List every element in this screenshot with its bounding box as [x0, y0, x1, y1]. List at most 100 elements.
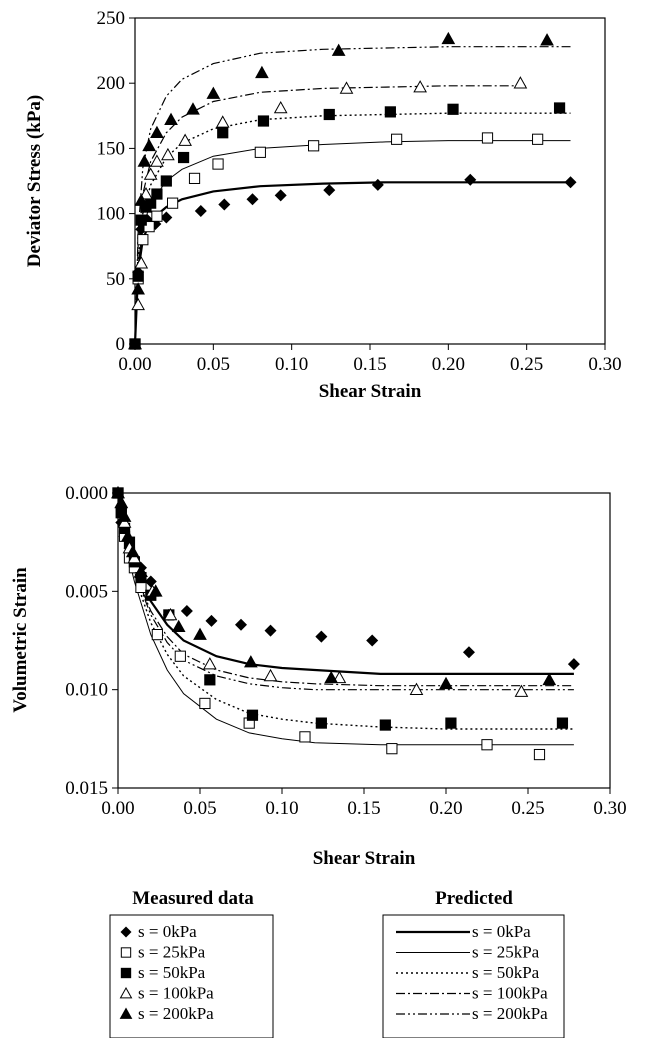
x-tick-label: 0.10 — [265, 798, 298, 819]
legend-predicted-label: s = 25kPa — [472, 943, 540, 962]
measured-point-square — [445, 717, 457, 729]
predicted-line-dotted — [134, 112, 571, 345]
measured-point-square-open — [299, 731, 311, 743]
measured-point-triangle — [142, 138, 156, 152]
measured-point-triangle — [324, 670, 339, 684]
y-tick-label: 0 — [116, 334, 126, 355]
measured-point-diamond — [218, 198, 231, 211]
measured-point-square — [132, 270, 144, 282]
volumetric-strain-chart: Shear Strain Volumetric Strain 0.00 0.05 0… — [10, 483, 627, 869]
legend-measured-label: s = 0kPa — [138, 922, 197, 941]
x-tick-label: 0.05 — [183, 798, 216, 819]
legend-measured-label: s = 50kPa — [138, 963, 206, 982]
legend-measured-label: s = 25kPa — [138, 943, 206, 962]
predicted-legend-box — [382, 914, 565, 1038]
measured-legend-title: Measured data — [132, 888, 254, 909]
predicted-line-solid-thick — [116, 492, 574, 676]
y-tick-label: 150 — [97, 138, 126, 159]
measured-point-square-open — [143, 221, 155, 233]
measured-point-triangle-open — [202, 657, 217, 670]
measured-legend-box — [109, 914, 274, 1038]
measured-point-triangle-open — [161, 147, 175, 161]
legend: Measured data Predicted s = 0kPa s = 25kP… — [109, 888, 565, 1038]
measured-point-diamond — [567, 658, 580, 671]
x-tick-label: 0.00 — [118, 354, 151, 375]
measured-point-diamond — [180, 605, 193, 617]
measured-point-diamond — [464, 173, 477, 186]
x-tick-label: 0.30 — [593, 798, 626, 819]
measured-point-square — [257, 115, 270, 127]
y-tick-label: 0.000 — [65, 483, 108, 504]
measured-point-triangle-open — [263, 668, 278, 682]
measured-point-square — [135, 214, 147, 226]
legend-measured-label: s = 200kPa — [138, 1004, 214, 1023]
measured-point-square-open — [533, 748, 546, 761]
measured-point-triangle-open — [178, 133, 192, 146]
y-tick-label: 100 — [97, 204, 126, 225]
measured-point-square — [556, 717, 569, 729]
y-tick-label: 0.010 — [65, 680, 108, 701]
measured-point-triangle — [186, 102, 200, 115]
measured-point-triangle-open — [332, 670, 347, 684]
x-tick-label: 0.05 — [197, 354, 230, 375]
measured-point-square-open — [151, 210, 163, 222]
y-tick-label: 0.005 — [65, 581, 108, 602]
measured-point-triangle-open — [163, 607, 178, 621]
x-tick-label: 0.20 — [429, 798, 462, 819]
measured-point-triangle — [542, 672, 557, 686]
measured-point-triangle — [331, 43, 346, 56]
y-tick-label: 200 — [97, 73, 126, 94]
measured-point-square-open — [391, 133, 403, 145]
measured-point-triangle-open — [514, 684, 529, 697]
measured-point-square-open — [386, 743, 398, 755]
measured-point-triangle-open — [150, 154, 164, 167]
legend-marker-diamond — [120, 926, 132, 938]
measured-point-square-open — [481, 739, 493, 751]
measured-point-square-open — [532, 133, 544, 145]
x-tick-label: 0.25 — [511, 798, 544, 819]
measured-point-triangle — [243, 655, 258, 668]
measured-point-square — [323, 108, 335, 121]
legend-predicted-label: s = 0kPa — [472, 922, 531, 941]
measured-point-triangle — [137, 154, 152, 167]
measured-point-triangle-open — [134, 256, 149, 269]
measured-point-triangle — [114, 495, 129, 509]
legend-marker-square — [120, 967, 132, 979]
deviator-stress-chart: Shear Strain Deviator Stress (kPa) 0.00 0… — [24, 8, 622, 402]
measured-point-triangle — [125, 544, 140, 558]
measured-point-square — [246, 709, 259, 721]
measured-point-diamond — [205, 614, 218, 627]
x-tick-label: 0.10 — [275, 354, 308, 375]
x-tick-label: 0.00 — [101, 798, 134, 819]
measured-point-triangle-open — [127, 550, 142, 564]
predicted-line-dash-dot — [117, 492, 574, 687]
legend-measured-label: s = 100kPa — [138, 984, 214, 1003]
measured-point-square-open — [212, 158, 224, 170]
measured-point-diamond — [323, 184, 336, 197]
measured-point-diamond — [246, 193, 259, 206]
measured-point-triangle — [150, 125, 164, 139]
measured-point-square — [177, 151, 190, 164]
x-axis-label: Shear Strain — [313, 848, 416, 869]
measured-point-square — [553, 102, 566, 114]
measured-point-triangle — [439, 676, 453, 690]
x-tick-label: 0.15 — [353, 354, 386, 375]
y-tick-label: 250 — [97, 8, 126, 29]
measured-point-triangle — [148, 584, 163, 597]
measured-point-square-open — [308, 140, 320, 152]
legend-predicted-label: s = 100kPa — [472, 984, 548, 1003]
measured-point-square-open — [151, 629, 163, 641]
chart-frame — [134, 17, 606, 345]
measured-point-square — [217, 127, 229, 139]
predicted-line-dash-dot — [134, 85, 527, 345]
predicted-legend-title: Predicted — [435, 888, 513, 909]
measured-point-triangle — [117, 509, 132, 522]
y-tick-label: 50 — [106, 269, 125, 290]
measured-point-triangle — [111, 485, 125, 499]
measured-point-diamond — [235, 618, 247, 631]
x-tick-label: 0.30 — [588, 354, 621, 375]
measured-point-square-open — [137, 234, 149, 246]
measured-point-triangle — [171, 619, 186, 633]
predicted-line-solid-thin — [117, 492, 574, 746]
measured-point-diamond — [194, 204, 207, 217]
